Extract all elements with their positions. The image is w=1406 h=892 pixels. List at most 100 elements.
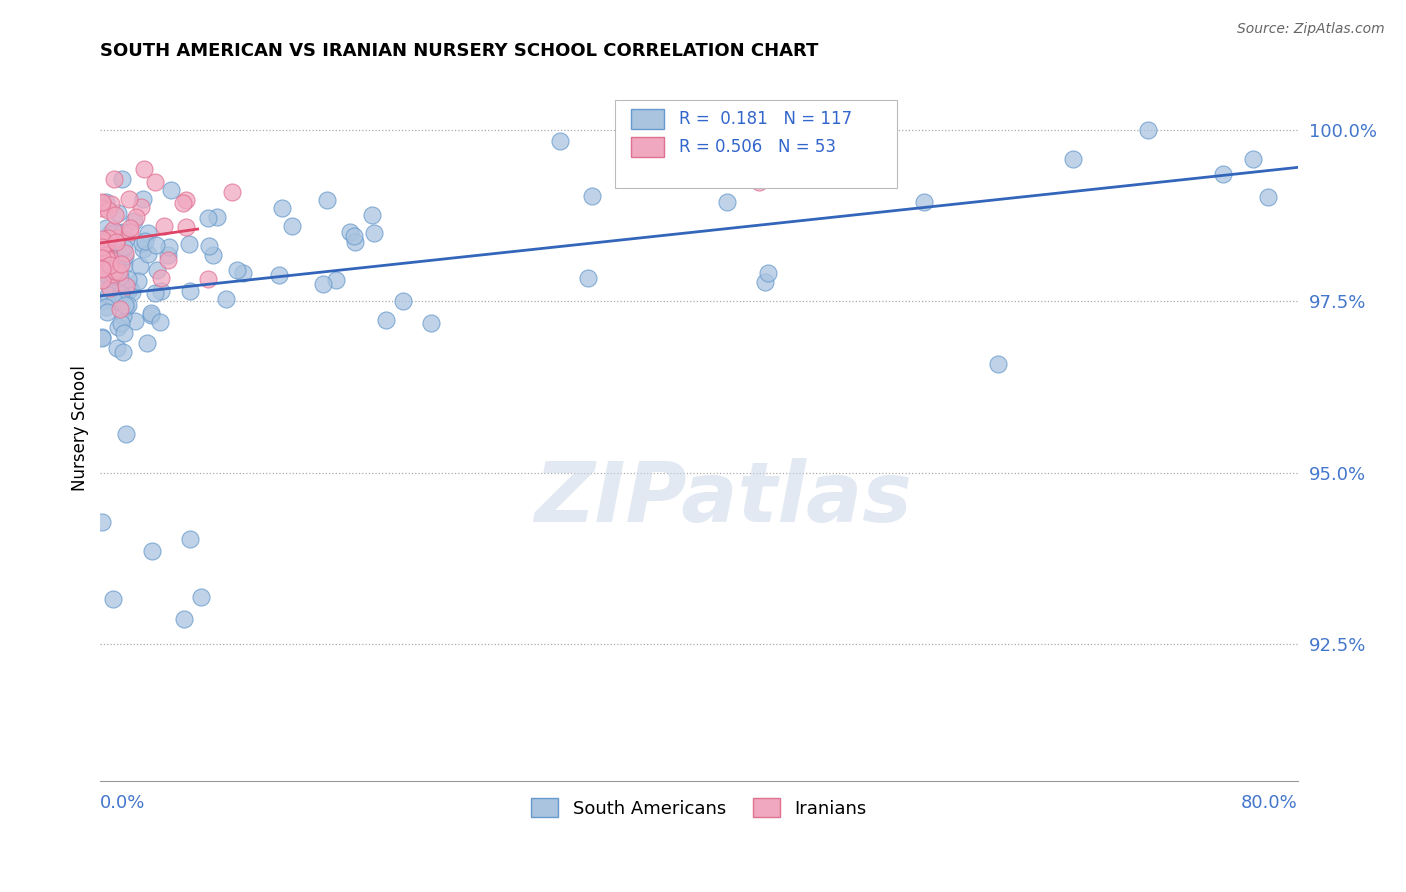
Point xyxy=(716,194,738,209)
Text: SOUTH AMERICAN VS IRANIAN NURSERY SCHOOL CORRELATION CHART: SOUTH AMERICAN VS IRANIAN NURSERY SCHOOL… xyxy=(100,42,818,60)
Point xyxy=(173,612,195,626)
Point xyxy=(104,264,127,278)
Point xyxy=(94,220,117,235)
Point xyxy=(91,273,114,287)
Point xyxy=(111,309,134,323)
Point xyxy=(190,590,212,604)
Point xyxy=(90,195,112,210)
Point xyxy=(754,275,776,289)
Y-axis label: Nursery School: Nursery School xyxy=(72,365,89,491)
Text: R =  0.181   N = 117: R = 0.181 N = 117 xyxy=(679,110,852,128)
Point xyxy=(115,427,138,442)
Point xyxy=(174,193,197,207)
Point xyxy=(150,271,173,285)
Point xyxy=(112,240,135,254)
Point xyxy=(97,231,120,245)
Point xyxy=(131,236,153,251)
Point xyxy=(221,185,243,199)
Point xyxy=(343,235,366,250)
Point xyxy=(179,284,201,298)
Point xyxy=(312,277,335,291)
Legend: South Americans, Iranians: South Americans, Iranians xyxy=(524,791,875,825)
Point xyxy=(91,252,114,266)
Point xyxy=(758,266,780,280)
Point xyxy=(1241,153,1264,167)
Point xyxy=(267,268,290,282)
Point xyxy=(138,226,160,240)
Point xyxy=(110,257,132,271)
Point xyxy=(157,248,180,262)
Text: R = 0.506   N = 53: R = 0.506 N = 53 xyxy=(679,138,835,156)
Point xyxy=(120,281,142,295)
Point xyxy=(111,252,134,267)
Point xyxy=(104,269,127,284)
Point xyxy=(117,272,139,286)
Point xyxy=(149,315,172,329)
Point xyxy=(98,265,121,279)
Point xyxy=(658,168,681,182)
Point xyxy=(97,288,120,302)
Point xyxy=(987,358,1010,372)
Point xyxy=(114,232,136,246)
Point xyxy=(101,250,124,264)
Text: 80.0%: 80.0% xyxy=(1241,794,1298,812)
Point xyxy=(143,286,166,301)
Point xyxy=(111,171,134,186)
Bar xyxy=(631,109,665,128)
Point xyxy=(101,257,124,271)
Point xyxy=(343,228,366,243)
Point xyxy=(139,308,162,322)
Point xyxy=(97,269,120,284)
Point xyxy=(548,134,571,148)
Point xyxy=(103,280,125,294)
Point xyxy=(98,258,121,272)
Point xyxy=(90,261,112,276)
Point xyxy=(132,161,155,176)
Point xyxy=(103,227,125,241)
Point xyxy=(107,320,129,334)
Point xyxy=(1212,167,1234,181)
Point xyxy=(94,194,117,209)
Point xyxy=(94,300,117,314)
Point xyxy=(136,246,159,260)
Point xyxy=(94,235,117,250)
Point xyxy=(419,317,441,331)
Point xyxy=(105,226,128,240)
Point xyxy=(110,316,132,330)
Point xyxy=(98,252,121,266)
Point xyxy=(778,120,800,134)
Point xyxy=(124,314,146,328)
Point xyxy=(129,259,152,273)
Point xyxy=(90,516,112,530)
Point xyxy=(122,214,145,228)
Point xyxy=(91,252,114,266)
Point xyxy=(112,326,135,340)
Point xyxy=(100,226,122,240)
Point xyxy=(96,250,118,264)
Point xyxy=(90,330,112,344)
Point xyxy=(111,225,134,239)
Point xyxy=(96,235,118,250)
Point xyxy=(281,219,304,234)
Point xyxy=(339,225,361,239)
Point xyxy=(143,175,166,189)
Point xyxy=(114,250,136,264)
Point xyxy=(118,225,141,239)
FancyBboxPatch shape xyxy=(616,100,897,188)
Point xyxy=(325,273,347,287)
Point xyxy=(201,247,224,261)
Point xyxy=(90,240,112,254)
Point xyxy=(104,208,127,222)
Point xyxy=(174,219,197,234)
Point xyxy=(105,235,128,249)
Point xyxy=(160,183,183,197)
Point xyxy=(360,208,382,222)
Point xyxy=(118,283,141,297)
Point xyxy=(96,252,118,267)
Point xyxy=(145,238,167,252)
Point xyxy=(121,285,143,299)
Point xyxy=(156,252,179,267)
Point xyxy=(363,226,385,240)
Point xyxy=(177,237,200,252)
Point xyxy=(103,294,125,309)
